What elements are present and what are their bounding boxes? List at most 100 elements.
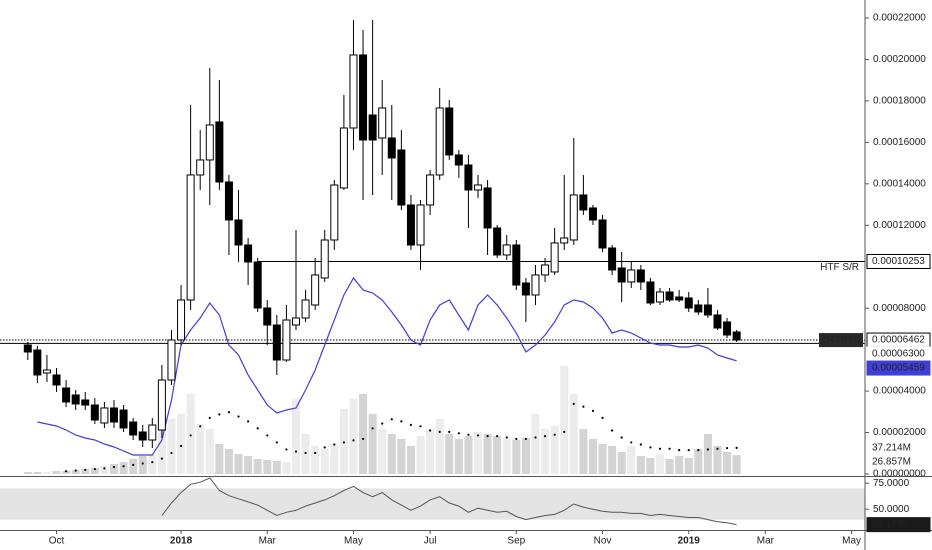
volume-bar (244, 455, 253, 474)
volume-ma-dot (247, 420, 250, 423)
volume-ma-dot (84, 468, 87, 471)
volume-ma-dot (323, 446, 326, 449)
level-value-label: 0.00006300 (872, 349, 925, 360)
volume-bar (205, 428, 214, 474)
candle-body (234, 219, 243, 246)
oscillator-tick-label: 75.0000 (873, 478, 910, 489)
volume-bar (291, 398, 300, 474)
volume-ma-dot (716, 447, 719, 450)
y-tick-label: 0.00004000 (873, 386, 926, 397)
x-tick-label: Jul (424, 536, 437, 547)
candle-body (244, 244, 253, 263)
candle-body (186, 174, 195, 301)
volume-bar (138, 455, 147, 474)
candle-body (71, 394, 80, 405)
candle-body (215, 121, 224, 183)
volume-ma-dot (179, 444, 183, 448)
volume-bar (703, 433, 712, 474)
volume-bar (368, 413, 377, 474)
volume-ma-dot (390, 418, 393, 421)
x-tick-label: Mar (259, 536, 277, 547)
volume-bar (502, 438, 511, 474)
candle-body (723, 321, 732, 336)
level-value-label-box (866, 253, 931, 269)
volume-bar (157, 428, 166, 474)
volume-ma-dot (476, 434, 480, 437)
oscillator-line (161, 477, 737, 526)
volume-bar (426, 428, 435, 474)
symbol-label: ZRXBTC (821, 335, 861, 346)
volume-ma-dot (697, 449, 700, 452)
volume-ma-dot (141, 462, 144, 465)
volume-ma-dot (285, 448, 288, 451)
volume-bar (617, 451, 626, 474)
volume-ma-dot (208, 416, 211, 419)
candle-body (627, 269, 636, 283)
volume-bar (579, 428, 588, 474)
volume-bar (23, 471, 32, 474)
volume-ma-dot (304, 451, 307, 455)
candle-body (263, 307, 272, 326)
oscillator-last-label-box (866, 517, 931, 533)
candle-body (483, 187, 492, 229)
volume-ma-dot (132, 463, 135, 466)
volume-bar (186, 393, 195, 474)
volume-ma-dot (294, 450, 298, 453)
volume-ma-dot (572, 402, 575, 405)
candle-body (474, 184, 483, 191)
volume-bar (406, 445, 415, 474)
candle-body (291, 317, 300, 326)
volume-bar (253, 458, 262, 474)
level-value-label: 0.00010253 (872, 256, 925, 267)
candle-body (90, 404, 99, 421)
candle-body (62, 387, 71, 403)
volume-bar (167, 418, 176, 474)
volume-bar (378, 428, 387, 474)
volume-bar (723, 451, 732, 474)
volume-ma-dot (620, 436, 623, 439)
volume-bar (483, 433, 492, 474)
volume-bar (62, 470, 71, 474)
candle-body (656, 291, 665, 303)
volume-ma-label: 37.214M (872, 443, 911, 454)
candle-body (196, 159, 205, 176)
volume-bar (129, 458, 138, 474)
candle-body (703, 304, 712, 316)
candle-body (320, 239, 329, 279)
volume-bar (100, 466, 109, 474)
volume-bar (42, 471, 51, 474)
candle-body (52, 374, 61, 386)
volume-bar (694, 448, 703, 474)
volume-bar (454, 438, 463, 474)
volume-ma-dot (553, 433, 556, 436)
candle-body (512, 244, 521, 286)
candle-body (493, 227, 502, 256)
volume-bar (320, 448, 329, 474)
candle-body (339, 127, 348, 189)
candle-body (81, 399, 90, 406)
volume-ma-dot (706, 448, 710, 451)
volume-bar (71, 470, 80, 474)
y-tick-label: 0.00012000 (873, 220, 926, 231)
candle-body (541, 264, 550, 276)
candle-body (617, 267, 626, 283)
volume-bar (215, 443, 224, 474)
candle-body (349, 54, 358, 129)
volume-ma-dot (429, 429, 432, 432)
volume-label: 26.857M (872, 457, 911, 468)
candle-body (224, 181, 233, 221)
x-tick-label: May (842, 536, 861, 547)
candle-body (157, 379, 166, 431)
volume-ma-dot (582, 405, 585, 408)
volume-bar (33, 471, 42, 474)
volume-bar (531, 413, 540, 474)
volume-ma-dot (687, 449, 690, 452)
candle-body (148, 424, 157, 441)
volume-bar (646, 457, 655, 474)
candle-body (205, 124, 214, 161)
y-tick-label: 0.00014000 (873, 178, 926, 189)
volume-bar (493, 435, 502, 474)
volume-bar (263, 459, 272, 474)
x-tick-label: Sep (507, 536, 525, 547)
symbol-box (819, 333, 863, 348)
